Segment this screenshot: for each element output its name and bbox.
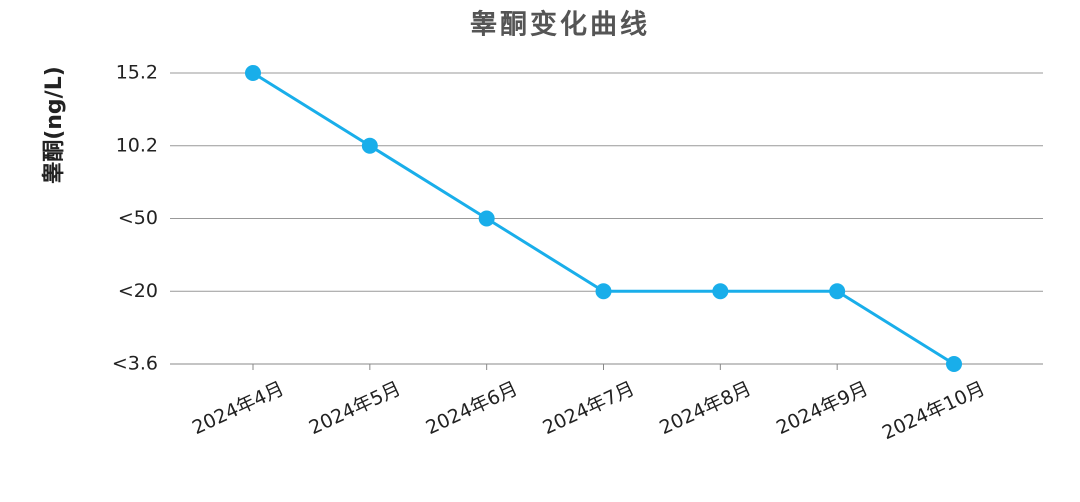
chart-title: 睾酮变化曲线	[470, 9, 650, 41]
point	[245, 65, 261, 81]
point	[712, 283, 729, 300]
y-tick-label: 15.2	[116, 62, 158, 84]
y-tick-label: <20	[118, 280, 158, 302]
y-tick-label: 10.2	[116, 134, 158, 156]
x-tick-label: 2024年10月	[879, 378, 988, 445]
point	[361, 137, 378, 154]
x-tick-label: 2024年4月	[189, 378, 288, 440]
y-tick-label: <50	[118, 207, 158, 229]
y-axis-label: 睾酮(ng/L)	[41, 66, 67, 184]
x-tick-label: 2024年6月	[423, 378, 522, 440]
point	[946, 356, 962, 372]
x-tick-label: 2024年8月	[656, 378, 755, 440]
point	[478, 210, 495, 227]
point	[595, 283, 612, 300]
x-tick-label: 2024年5月	[306, 378, 405, 440]
x-tick-label: 2024年7月	[539, 378, 638, 440]
y-tick-label: <3.6	[112, 353, 158, 375]
x-tick-label: 2024年9月	[773, 378, 872, 440]
point	[829, 283, 846, 300]
